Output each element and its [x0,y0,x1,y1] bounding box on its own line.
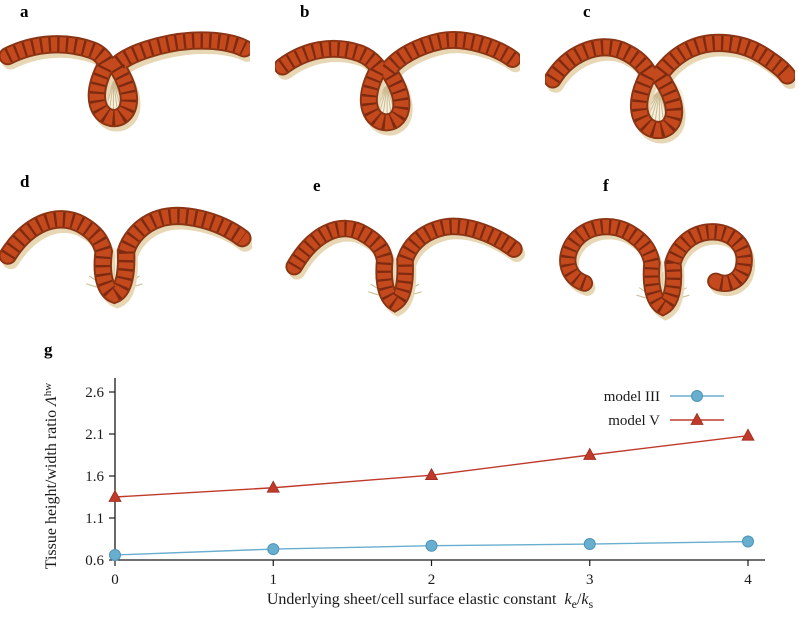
panel-label-a: a [20,2,29,21]
tissue-simulation-d [0,206,252,309]
tissue-simulation-f [559,217,756,321]
svg-text:1: 1 [270,572,278,588]
panel-label-g: g [44,340,53,359]
svg-text:model V: model V [608,413,660,429]
tissue-simulation-a [0,31,250,132]
svg-text:2.1: 2.1 [85,427,104,443]
line-chart: 0 1 2 3 4 0.6 1.1 1.6 2.1 2.6 model III model V Unde… [42,378,765,611]
panel-label-e: e [313,176,321,195]
panel-label-d: d [20,172,30,191]
svg-text:2.6: 2.6 [85,385,104,401]
svg-text:1.1: 1.1 [85,511,104,527]
panel-label-b: b [300,2,310,21]
tissue-simulation-e [285,217,525,317]
svg-text:Underlying sheet/cell surface: Underlying sheet/cell surface elastic co… [267,591,594,611]
svg-text:2: 2 [428,572,436,588]
svg-text:3: 3 [586,572,594,588]
tissue-simulation-b [275,31,520,136]
tissue-simulation-c [545,33,795,144]
svg-text:4: 4 [744,572,752,588]
svg-text:0: 0 [111,572,119,588]
svg-text:Tissue height/width ratio Λhw: Tissue height/width ratio Λhw [42,383,60,570]
svg-text:1.6: 1.6 [85,469,104,485]
svg-text:0.6: 0.6 [85,553,104,569]
panel-label-f: f [603,176,609,195]
panel-label-c: c [583,2,591,21]
svg-text:model III: model III [604,389,660,405]
